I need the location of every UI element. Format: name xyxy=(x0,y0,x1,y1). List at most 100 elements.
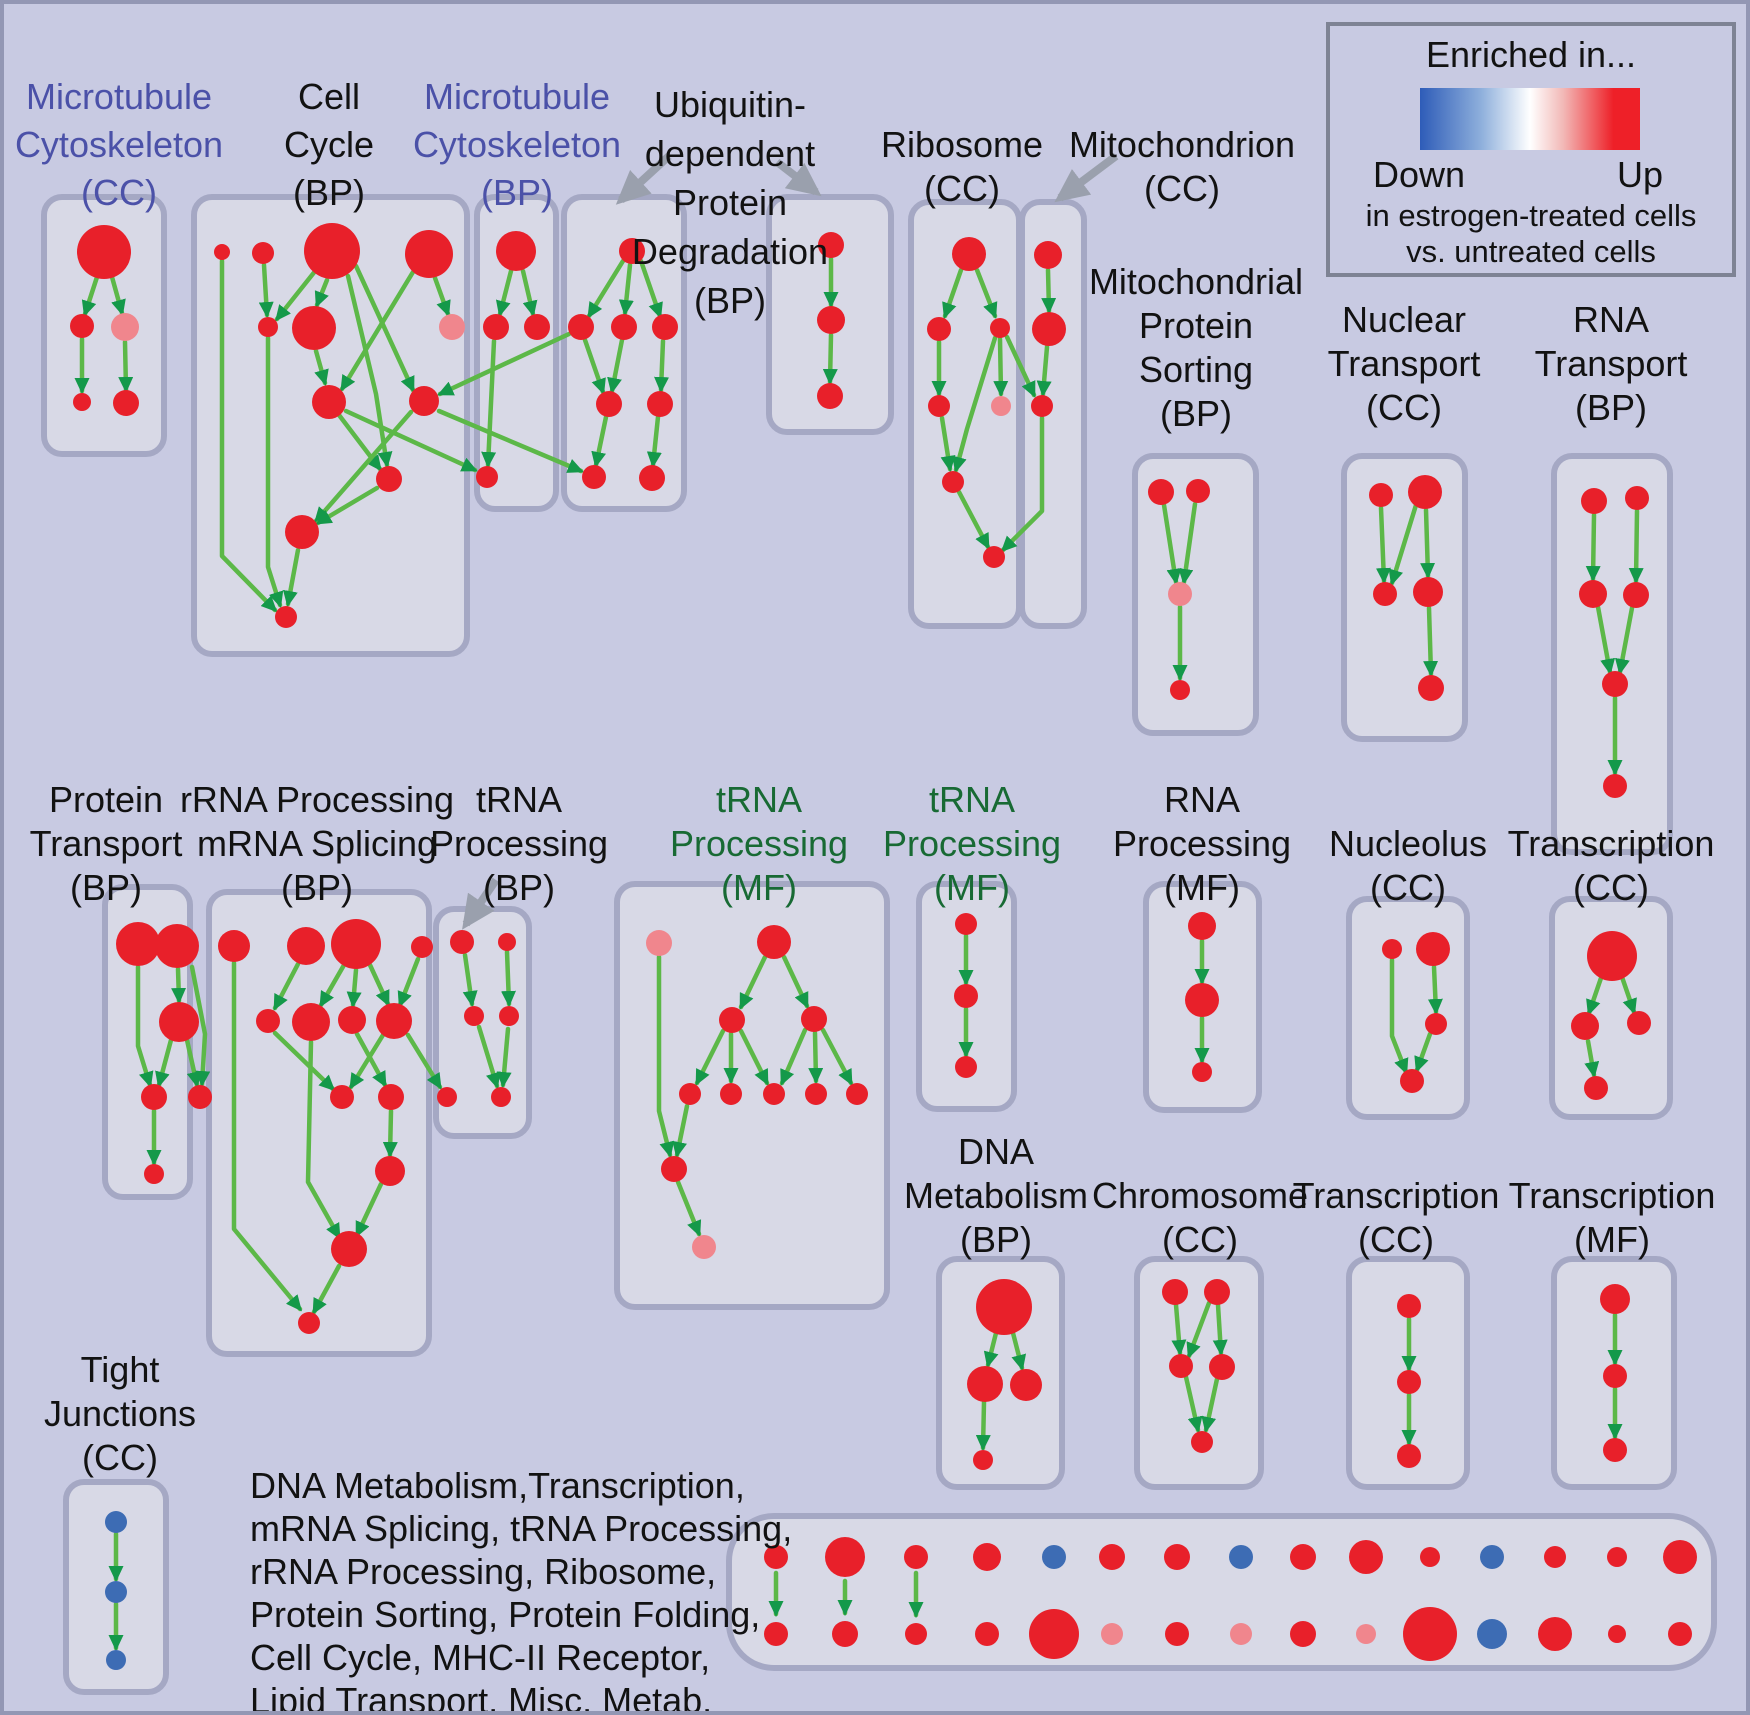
edge-arrow xyxy=(738,954,768,1010)
go-term-node xyxy=(498,933,516,951)
go-term-node xyxy=(252,242,274,264)
edge-arrow xyxy=(336,412,383,472)
go-term-node xyxy=(1538,1617,1572,1651)
edge-arrow xyxy=(258,262,274,318)
edge-arrow xyxy=(272,961,301,1011)
go-term-node xyxy=(1408,475,1442,509)
cluster-label: Microtubule Cytoskeleton (BP) xyxy=(413,76,621,213)
go-term-node xyxy=(1627,1011,1651,1035)
label-pointer-arrow xyxy=(1054,152,1119,203)
label-pointer-arrow xyxy=(462,877,500,930)
go-term-node xyxy=(376,1003,412,1039)
go-term-node xyxy=(411,936,433,958)
edge-arrow xyxy=(1628,508,1644,584)
go-term-node xyxy=(499,1006,519,1026)
edge-arrow xyxy=(495,268,514,317)
cluster-label: Chromosome (CC) xyxy=(1092,1175,1308,1260)
go-term-node xyxy=(1579,580,1607,608)
edge-arrow xyxy=(348,1032,386,1090)
legend-subtitle-1: in estrogen-treated cells xyxy=(1365,198,1697,233)
go-term-node xyxy=(77,225,131,279)
edge-arrow xyxy=(1041,267,1057,314)
cluster-label: Transcription (CC) xyxy=(1293,1175,1500,1260)
legend-box: Enriched in... Down Up in estrogen-treat… xyxy=(1326,22,1736,277)
go-term-node xyxy=(376,466,402,492)
go-term-node xyxy=(330,1085,354,1109)
edge-arrow xyxy=(939,415,956,472)
cluster-box-nuclear-transport-cc xyxy=(1341,453,1468,742)
edge-arrow xyxy=(1186,1300,1212,1359)
cluster-label: Ribosome (CC) xyxy=(881,124,1043,209)
go-term-node xyxy=(437,1087,457,1107)
edge-arrow xyxy=(437,331,572,397)
edge-arrow xyxy=(367,962,391,1007)
edge-arrow xyxy=(820,1027,854,1086)
edge-arrow xyxy=(231,960,303,1312)
cluster-label: DNA Metabolism (BP) xyxy=(904,1131,1088,1260)
edge-arrow xyxy=(1423,605,1439,677)
color-scale-gradient xyxy=(1420,88,1640,150)
go-term-node xyxy=(105,1511,127,1533)
go-term-node xyxy=(464,1006,484,1026)
go-term-node xyxy=(1373,582,1397,606)
go-term-node xyxy=(1099,1544,1125,1570)
cluster-label: Ubiquitin-dependent Protein Degradation (BP… xyxy=(632,84,828,321)
footnote-line: rRNA Processing, Ribosome, xyxy=(250,1551,717,1592)
footnote-line: mRNA Splicing, tRNA Processing, xyxy=(250,1508,793,1549)
edge-arrow xyxy=(1595,604,1616,675)
edge-arrow xyxy=(618,262,634,316)
go-term-node xyxy=(1418,675,1444,701)
cluster-box-chromosome-cc xyxy=(1134,1256,1264,1490)
go-network-diagram: Microtubule Cytoskeleton (CC) Cell Cycle (BP)… xyxy=(15,76,1717,1695)
edge-arrow xyxy=(274,267,319,322)
edge-arrow xyxy=(654,338,670,393)
go-term-node xyxy=(1603,1364,1627,1388)
go-term-node xyxy=(1164,1544,1190,1570)
go-term-node xyxy=(1608,1625,1626,1643)
go-term-node xyxy=(496,231,536,271)
misc-clusters-note: DNA Metabolism,Transcription, mRNA Splic… xyxy=(250,1464,793,1711)
go-term-node xyxy=(113,390,139,416)
edge-arrow xyxy=(305,1039,342,1240)
edge-arrow xyxy=(1414,1031,1433,1073)
go-term-node xyxy=(285,515,319,549)
go-term-node xyxy=(275,606,297,628)
edge-arrow xyxy=(738,1028,770,1086)
go-term-node xyxy=(973,1450,993,1470)
go-term-node xyxy=(639,465,665,491)
go-term-node xyxy=(483,314,509,340)
edge-arrow xyxy=(1388,502,1419,586)
edge-arrow xyxy=(1615,605,1635,675)
go-term-node xyxy=(292,306,336,350)
cluster-label: RNA Transport (BP) xyxy=(1535,299,1688,428)
go-term-node xyxy=(1042,1545,1066,1569)
cluster-label: Microtubule Cytoskeleton (CC) xyxy=(15,76,223,213)
layer-labels: Microtubule Cytoskeleton (CC) Cell Cycle (BP)… xyxy=(15,76,1715,1478)
go-term-node xyxy=(1397,1294,1421,1318)
edge-arrow xyxy=(476,1024,501,1089)
edge-arrow xyxy=(983,1330,999,1368)
go-term-node xyxy=(1148,479,1174,505)
go-term-node xyxy=(611,314,637,340)
go-term-node xyxy=(450,930,474,954)
edge-arrow xyxy=(432,275,451,317)
go-term-node xyxy=(1416,932,1450,966)
go-term-node xyxy=(1230,1623,1252,1645)
edge-arrow xyxy=(1201,1376,1220,1433)
edge-arrow xyxy=(1004,334,1037,398)
go-term-node xyxy=(1186,479,1210,503)
cluster-box-mitochondrion-cc xyxy=(1019,199,1087,629)
edge-arrow xyxy=(405,1032,443,1090)
go-term-node xyxy=(1188,912,1216,940)
cluster-label: Transcription (MF) xyxy=(1509,1175,1716,1260)
go-term-node xyxy=(375,1156,405,1186)
legend-title: Enriched in... xyxy=(1425,34,1637,75)
edge-arrow xyxy=(1171,1302,1187,1356)
edge-arrow xyxy=(354,1181,384,1238)
edge-arrow xyxy=(1427,964,1443,1015)
edge-arrow xyxy=(311,1263,342,1315)
edge-arrow xyxy=(346,967,362,1008)
cluster-box-microtubule-cytoskeleton-bp xyxy=(474,194,559,512)
go-term-node xyxy=(338,1006,366,1034)
go-term-node xyxy=(973,1543,1001,1571)
